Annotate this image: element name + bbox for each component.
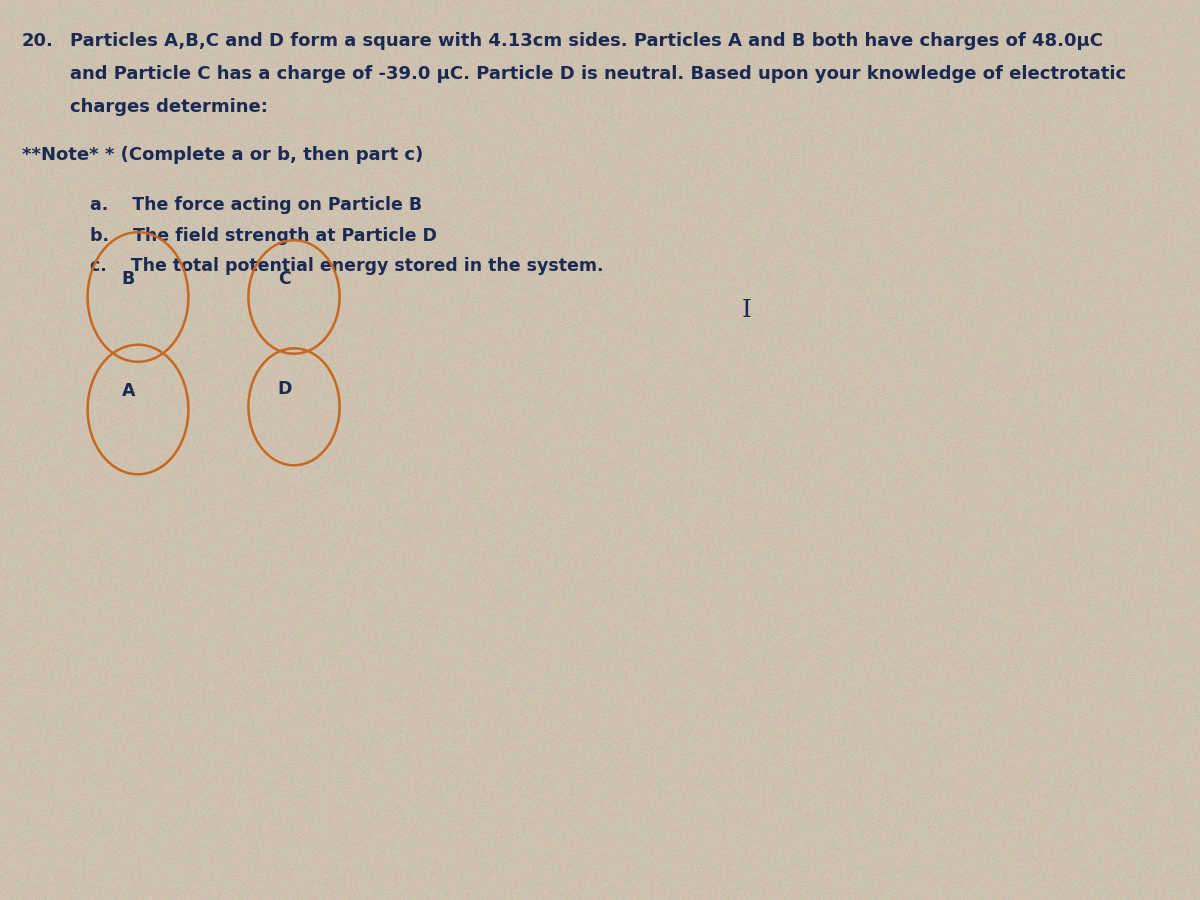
Text: A: A [121, 382, 136, 400]
Text: D: D [277, 380, 292, 398]
Text: a.    The force acting on Particle B: a. The force acting on Particle B [90, 196, 422, 214]
Text: **Note* * (Complete a or b, then part c): **Note* * (Complete a or b, then part c) [22, 146, 422, 164]
Text: c.    The total potential energy stored in the system.: c. The total potential energy stored in … [90, 257, 604, 275]
Text: C: C [278, 270, 290, 288]
Text: charges determine:: charges determine: [70, 98, 268, 116]
Text: I: I [742, 299, 751, 322]
Text: and Particle C has a charge of -39.0 μC. Particle D is neutral. Based upon your : and Particle C has a charge of -39.0 μC.… [70, 65, 1126, 83]
Text: 20.: 20. [22, 32, 54, 50]
Text: B: B [121, 270, 136, 288]
Text: b.    The field strength at Particle D: b. The field strength at Particle D [90, 227, 437, 245]
Text: Particles A,B,C and D form a square with 4.13cm sides. Particles A and B both ha: Particles A,B,C and D form a square with… [70, 32, 1103, 50]
